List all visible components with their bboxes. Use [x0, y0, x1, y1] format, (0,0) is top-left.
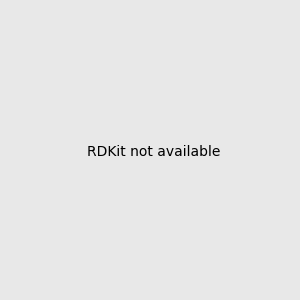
Text: RDKit not available: RDKit not available: [87, 145, 220, 158]
